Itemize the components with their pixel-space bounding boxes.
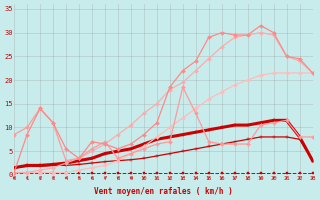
X-axis label: Vent moyen/en rafales ( km/h ): Vent moyen/en rafales ( km/h ) <box>94 187 233 196</box>
